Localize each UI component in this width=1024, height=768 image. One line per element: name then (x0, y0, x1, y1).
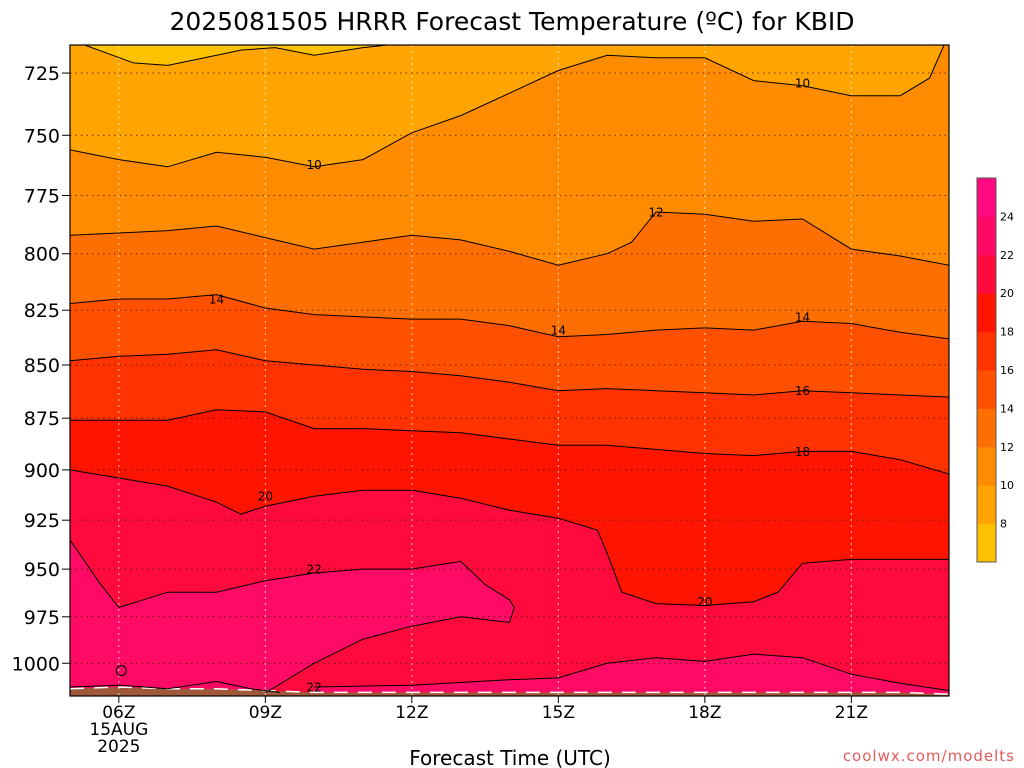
x-tick-label-18Z: 18Z (688, 703, 721, 723)
y-tick-label-725: 725 (24, 63, 60, 85)
x-date-label: 15AUG (89, 720, 148, 740)
x-axis-label: Forecast Time (UTC) (409, 746, 611, 768)
contour-line-22-9 (70, 680, 281, 693)
y-tick-label-825: 825 (24, 300, 60, 322)
colorbar-swatch-14 (977, 370, 996, 409)
contour-label-16-3: 16 (795, 384, 810, 398)
y-tick-label-950: 950 (24, 559, 60, 581)
colorbar-label-24: 24 (1000, 210, 1014, 223)
grid-lines (70, 45, 949, 696)
x-tick-label-09Z: 09Z (249, 703, 282, 723)
surface-line (70, 686, 949, 695)
colorbar-swatch-18 (977, 293, 996, 333)
contour-labels: 10 12 14 16 18 20 22 10 14 14 20 22 (209, 77, 810, 695)
watermark: coolwx.com/modelts (843, 747, 1015, 765)
x-tick-label-15Z: 15Z (542, 703, 575, 723)
colorbar-swatch-10 (977, 446, 996, 486)
contour-line-8-0 (84, 45, 388, 66)
colorbar-swatch-22 (977, 216, 996, 256)
filled-contour-regions (70, 45, 949, 696)
y-axis: 725 750 775 800 825 850 875 900 925 950 975 1000 (12, 63, 70, 675)
contour-label-20-10: 20 (697, 595, 712, 609)
contour-line-14-3 (70, 294, 949, 340)
x-year-label: 2025 (97, 737, 140, 757)
colorbar: 8 10 12 14 16 18 20 22 24 (976, 177, 1014, 563)
terrain (70, 687, 949, 696)
contour-label-14-2: 14 (209, 293, 224, 307)
contour-line-12-2 (70, 211, 949, 266)
colorbar-label-12: 12 (1000, 441, 1014, 454)
y-tick-label-900: 900 (24, 460, 60, 482)
colorbar-swatch-8 (977, 485, 996, 525)
chart-title: 2025081505 HRRR Forecast Temperature (ºC… (169, 7, 854, 36)
contour-label-18-4: 18 (795, 445, 810, 459)
contour-line-20-6 (70, 469, 949, 607)
contour-label-12-1: 12 (648, 205, 663, 219)
contour-label-22-6: 22 (307, 680, 322, 694)
y-tick-label-875: 875 (24, 408, 60, 430)
contour-ring-22 (115, 665, 127, 677)
contour-label-20-5: 20 (258, 490, 273, 504)
colorbar-label-22: 22 (1000, 249, 1014, 262)
x-tick-label-06Z: 06Z (102, 703, 135, 723)
x-tick-label-12Z: 12Z (395, 703, 428, 723)
band-22-24-east (314, 654, 949, 696)
contour-line-22-8 (314, 653, 949, 692)
y-tick-label-800: 800 (24, 244, 60, 266)
y-tick-label-925: 925 (24, 510, 60, 532)
contour-label-14-9: 14 (795, 310, 810, 324)
x-tick-label-21Z: 21Z (835, 703, 868, 723)
colorbar-label-14: 14 (1000, 402, 1014, 415)
colorbar-label-8: 8 (1000, 518, 1007, 531)
y-tick-label-775: 775 (24, 185, 60, 207)
colorbar-label-18: 18 (1000, 326, 1014, 339)
colorbar-swatch-24 (977, 178, 996, 217)
contour-label-10-7: 10 (795, 77, 810, 91)
colorbar-label-16: 16 (1000, 364, 1014, 377)
y-tick-label-750: 750 (24, 125, 60, 147)
contour-line-16-4 (70, 349, 949, 398)
contour-line-10-1 (70, 45, 945, 168)
band-22-24-west-0 (70, 539, 515, 696)
contour-label-14-8: 14 (551, 324, 566, 338)
contour-label-10-0: 10 (307, 158, 322, 172)
colorbar-label-20: 20 (1000, 287, 1014, 300)
colorbar-swatch-12 (977, 408, 996, 448)
colorbar-label-10: 10 (1000, 479, 1014, 492)
colorbar-swatch-16 (977, 331, 996, 371)
colorbar-swatch-6 (977, 523, 996, 563)
y-tick-label-975: 975 (24, 607, 60, 629)
band-6-8 (84, 45, 388, 66)
band-above-10 (70, 45, 945, 167)
y-tick-label-1000: 1000 (12, 653, 60, 675)
colorbar-swatch-20 (977, 254, 996, 294)
plot-frame (69, 44, 950, 697)
contour-lines (70, 45, 949, 693)
contour-line-22-7 (70, 539, 515, 693)
colorbar-frame (976, 177, 997, 563)
y-tick-label-850: 850 (24, 355, 60, 377)
contour-line-18-5 (70, 409, 949, 475)
contour-label-22-11: 22 (307, 563, 322, 577)
